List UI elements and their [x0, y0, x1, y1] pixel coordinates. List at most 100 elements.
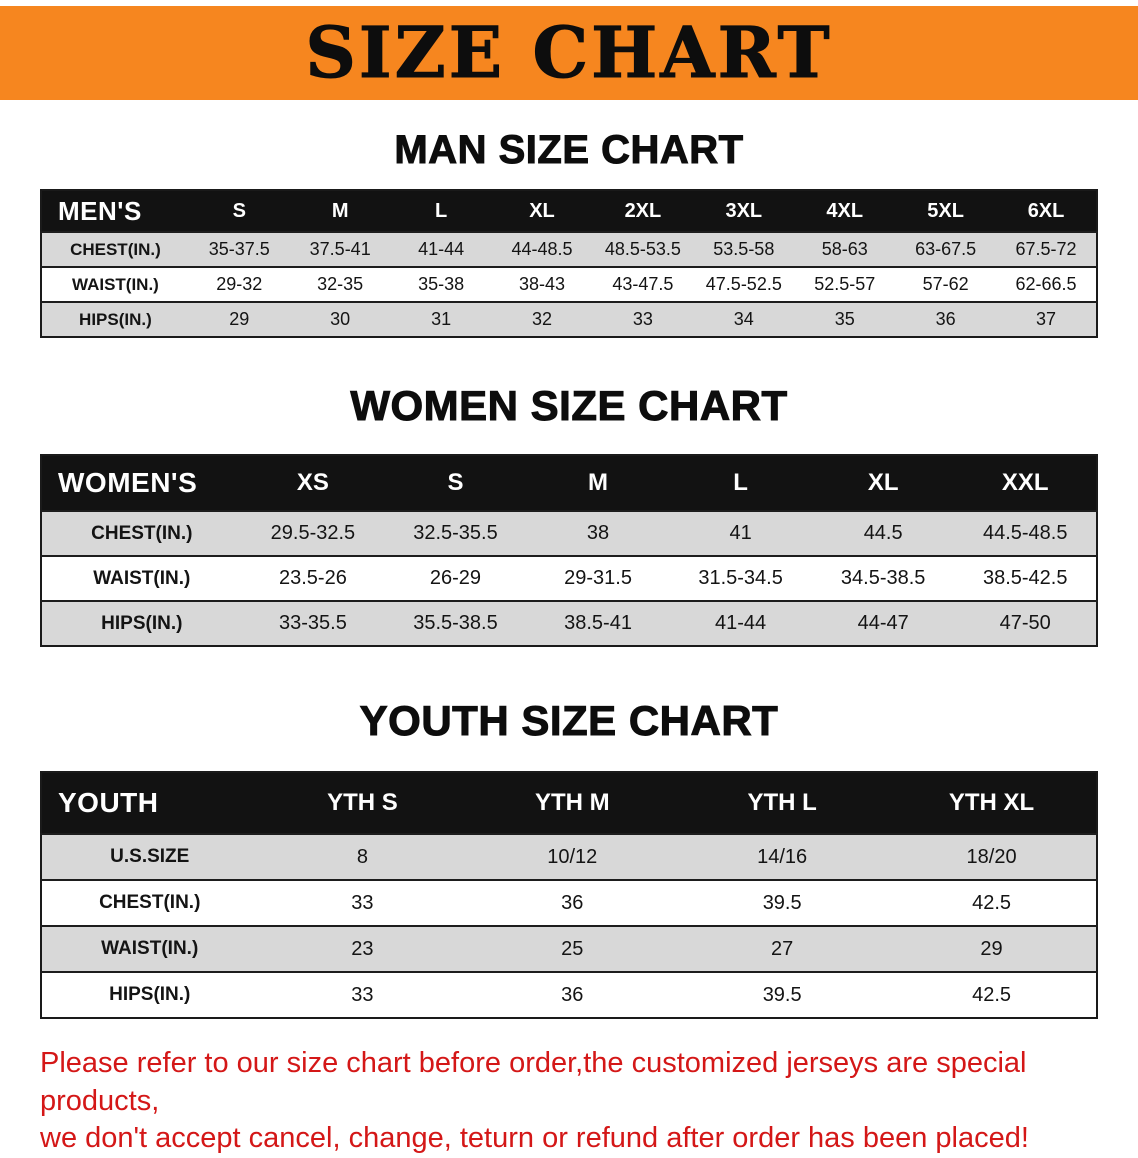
value-cell: 33: [592, 301, 694, 337]
size-chart-page: SIZE CHART MAN SIZE CHART MEN'S S M L XL 2XL 3…: [0, 6, 1138, 1154]
row-label-cell: HIPS(IN.): [41, 600, 242, 646]
men-size-section: MAN SIZE CHART MEN'S S M L XL 2XL 3XL 4XL 5XL 6XL…: [0, 128, 1138, 338]
value-cell: 36: [895, 301, 997, 337]
row-label-cell: WAIST(IN.): [41, 925, 258, 972]
value-cell: 32.5-35.5: [384, 510, 527, 556]
youth-section-heading: YOUTH SIZE CHART: [359, 697, 779, 745]
size-column-header: XL: [811, 455, 955, 511]
size-column-header: XS: [241, 455, 385, 511]
measurement-row: WAIST(IN.) 23.5-26 26-29 29-31.5 31.5-34.5 34…: [41, 555, 1097, 601]
value-cell: 31: [390, 301, 492, 337]
value-cell: 29-31.5: [526, 555, 670, 601]
value-cell: 63-67.5: [895, 231, 997, 267]
value-cell: 23.5-26: [241, 555, 385, 601]
value-cell: 58-63: [794, 231, 896, 267]
size-column-header: 5XL: [895, 190, 997, 232]
value-cell: 32: [491, 301, 593, 337]
value-cell: 34: [693, 301, 795, 337]
value-cell: 29: [887, 925, 1097, 972]
value-cell: 52.5-57: [794, 266, 896, 302]
size-column-header: YTH S: [257, 772, 468, 834]
value-cell: 32-35: [289, 266, 391, 302]
value-cell: 41: [669, 510, 812, 556]
value-cell: 44-48.5: [491, 231, 593, 267]
measurement-row: CHEST(IN.) 33 36 39.5 42.5: [41, 879, 1097, 926]
disclaimer-note: Please refer to our size chart before or…: [40, 1045, 1102, 1158]
measurement-row: CHEST(IN.) 35-37.5 37.5-41 41-44 44-48.5 48.5…: [41, 231, 1097, 267]
row-label-cell: HIPS(IN.): [41, 971, 258, 1018]
value-cell: 44.5: [811, 510, 955, 556]
size-column-header: S: [384, 455, 527, 511]
value-cell: 35: [794, 301, 896, 337]
value-cell: 35-37.5: [188, 231, 290, 267]
value-cell: 47-50: [954, 600, 1097, 646]
measurement-row: HIPS(IN.) 33-35.5 35.5-38.5 38.5-41 41-44 44-…: [41, 600, 1097, 646]
measurement-row: U.S.SIZE 8 10/12 14/16 18/20: [41, 833, 1097, 880]
value-cell: 47.5-52.5: [693, 266, 795, 302]
size-column-header: YTH XL: [887, 772, 1097, 834]
value-cell: 42.5: [887, 971, 1097, 1018]
row-label-cell: CHEST(IN.): [41, 231, 189, 267]
value-cell: 10/12: [467, 833, 678, 880]
header-row: YOUTH YTH S YTH M YTH L YTH XL: [41, 772, 1097, 834]
value-cell: 67.5-72: [996, 231, 1097, 267]
value-cell: 37: [996, 301, 1097, 337]
youth-size-table: YOUTH YTH S YTH M YTH L YTH XL U.S.SIZE 8 10/12…: [40, 771, 1098, 1019]
value-cell: 53.5-58: [693, 231, 795, 267]
value-cell: 36: [467, 879, 678, 926]
row-label-cell: HIPS(IN.): [41, 301, 189, 337]
men-size-table: MEN'S S M L XL 2XL 3XL 4XL 5XL 6XL CHEST(IN.) 35-37…: [40, 189, 1098, 338]
measurement-row: HIPS(IN.) 29 30 31 32 33 34 35 36 37: [41, 301, 1097, 337]
women-size-section: WOMEN SIZE CHART WOMEN'S XS S M L XL XXL CHEST(…: [0, 382, 1138, 647]
value-cell: 62-66.5: [996, 266, 1097, 302]
size-column-header: XXL: [954, 455, 1097, 511]
value-cell: 44-47: [811, 600, 955, 646]
women-section-heading: WOMEN SIZE CHART: [350, 382, 788, 430]
value-cell: 14/16: [677, 833, 888, 880]
size-column-header: 2XL: [592, 190, 694, 232]
value-cell: 43-47.5: [592, 266, 694, 302]
value-cell: 29.5-32.5: [241, 510, 385, 556]
value-cell: 26-29: [384, 555, 527, 601]
size-column-header: M: [289, 190, 391, 232]
value-cell: 35-38: [390, 266, 492, 302]
size-column-header: 4XL: [794, 190, 896, 232]
row-label-cell: CHEST(IN.): [41, 510, 242, 556]
measurement-row: WAIST(IN.) 23 25 27 29: [41, 925, 1097, 972]
value-cell: 29: [188, 301, 290, 337]
size-column-header: M: [526, 455, 670, 511]
header-row: WOMEN'S XS S M L XL XXL: [41, 455, 1097, 511]
value-cell: 44.5-48.5: [954, 510, 1097, 556]
value-cell: 41-44: [390, 231, 492, 267]
size-column-header: 6XL: [996, 190, 1097, 232]
value-cell: 38.5-42.5: [954, 555, 1097, 601]
value-cell: 33: [257, 879, 468, 926]
disclaimer-line-1: Please refer to our size chart before or…: [40, 1047, 1027, 1117]
row-label-cell: WAIST(IN.): [41, 555, 242, 601]
row-label-cell: U.S.SIZE: [41, 833, 258, 880]
measurement-row: WAIST(IN.) 29-32 32-35 35-38 38-43 43-47.5 47.…: [41, 266, 1097, 302]
value-cell: 29-32: [188, 266, 290, 302]
value-cell: 42.5: [887, 879, 1097, 926]
value-cell: 39.5: [677, 879, 888, 926]
value-cell: 30: [289, 301, 391, 337]
women-size-table: WOMEN'S XS S M L XL XXL CHEST(IN.) 29.5-32.5 32.5…: [40, 454, 1098, 647]
table-title-cell: WOMEN'S: [41, 455, 242, 511]
youth-size-section: YOUTH SIZE CHART YOUTH YTH S YTH M YTH L YTH…: [0, 697, 1138, 1019]
header-row: MEN'S S M L XL 2XL 3XL 4XL 5XL 6XL: [41, 190, 1097, 232]
value-cell: 8: [257, 833, 468, 880]
size-column-header: XL: [491, 190, 593, 232]
value-cell: 23: [257, 925, 468, 972]
value-cell: 36: [467, 971, 678, 1018]
table-title-cell: YOUTH: [41, 772, 258, 834]
men-section-heading: MAN SIZE CHART: [394, 128, 744, 173]
value-cell: 35.5-38.5: [384, 600, 527, 646]
table-title-cell: MEN'S: [41, 190, 189, 232]
value-cell: 27: [677, 925, 888, 972]
value-cell: 57-62: [895, 266, 997, 302]
size-column-header: YTH L: [677, 772, 888, 834]
title-banner: SIZE CHART: [0, 6, 1138, 100]
value-cell: 18/20: [887, 833, 1097, 880]
value-cell: 48.5-53.5: [592, 231, 694, 267]
value-cell: 31.5-34.5: [669, 555, 812, 601]
